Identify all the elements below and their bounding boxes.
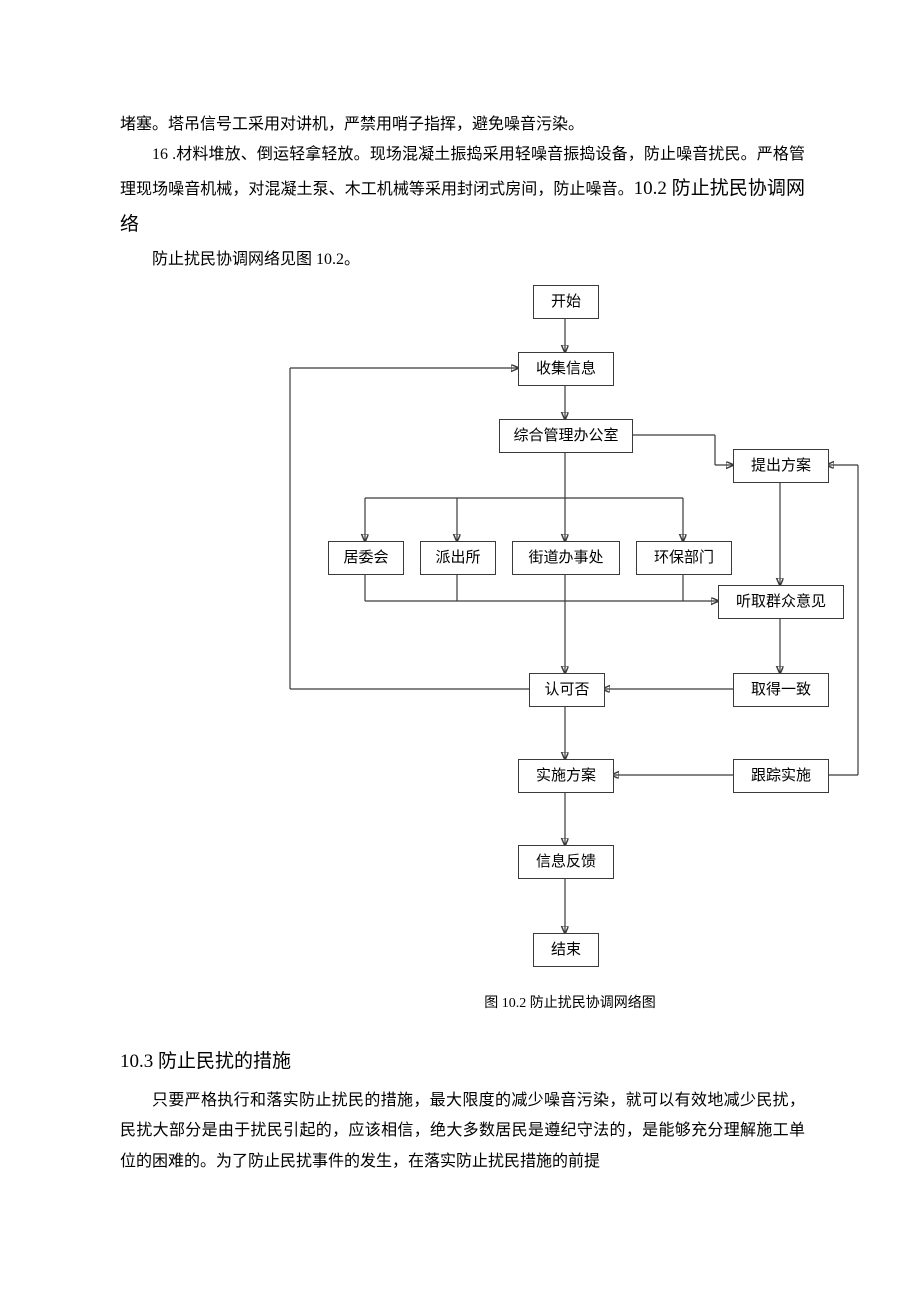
flow-node-paichu: 派出所 bbox=[420, 541, 496, 575]
flow-node-impl: 实施方案 bbox=[518, 759, 614, 793]
flow-node-agree: 取得一致 bbox=[733, 673, 829, 707]
flow-node-opinion: 听取群众意见 bbox=[718, 585, 844, 619]
figure-ref-a: 防止扰民协调网络见图 bbox=[152, 251, 316, 268]
flow-node-approve: 认可否 bbox=[529, 673, 605, 707]
flow-node-collect: 收集信息 bbox=[518, 352, 614, 386]
document-page: 堵塞。塔吊信号工采用对讲机，严禁用哨子指挥，避免噪音污染。 16 .材料堆放、倒… bbox=[0, 0, 920, 1257]
flowchart-connectors bbox=[270, 285, 870, 987]
figure-ref-num: 10.2 bbox=[316, 251, 344, 268]
flow-node-huanbao: 环保部门 bbox=[636, 541, 732, 575]
flow-node-juwei: 居委会 bbox=[328, 541, 404, 575]
flow-node-jiedao: 街道办事处 bbox=[512, 541, 620, 575]
caption-num: 10.2 bbox=[502, 996, 527, 1011]
flow-node-start: 开始 bbox=[533, 285, 599, 319]
heading-10-3: 10.3 防止民扰的措施 bbox=[120, 1044, 805, 1080]
caption-c: 防止扰民协调网络图 bbox=[526, 996, 656, 1011]
item-number: 16 bbox=[152, 146, 168, 163]
figure-caption: 图 10.2 防止扰民协调网络图 bbox=[270, 991, 870, 1018]
paragraph-continuation: 堵塞。塔吊信号工采用对讲机，严禁用哨子指挥，避免噪音污染。 bbox=[120, 110, 805, 140]
flow-node-office: 综合管理办公室 bbox=[499, 419, 633, 453]
caption-a: 图 bbox=[484, 996, 502, 1011]
flowchart-10-2: 开始收集信息综合管理办公室提出方案居委会派出所街道办事处环保部门听取群众意见认可… bbox=[270, 285, 870, 987]
flow-node-track: 跟踪实施 bbox=[733, 759, 829, 793]
figure-ref-c: 。 bbox=[344, 251, 360, 268]
figure-reference-line: 防止扰民协调网络见图 10.2。 bbox=[120, 245, 805, 275]
flow-node-propose: 提出方案 bbox=[733, 449, 829, 483]
flow-node-end: 结束 bbox=[533, 933, 599, 967]
paragraph-item-16: 16 .材料堆放、倒运轻拿轻放。现场混凝土振捣采用轻噪音振捣设备，防止噪音扰民。… bbox=[120, 140, 805, 243]
paragraph-10-3-body: 只要严格执行和落实防止扰民的措施，最大限度的减少噪音污染，就可以有效地减少民扰，… bbox=[120, 1086, 805, 1177]
flow-node-feedback: 信息反馈 bbox=[518, 845, 614, 879]
